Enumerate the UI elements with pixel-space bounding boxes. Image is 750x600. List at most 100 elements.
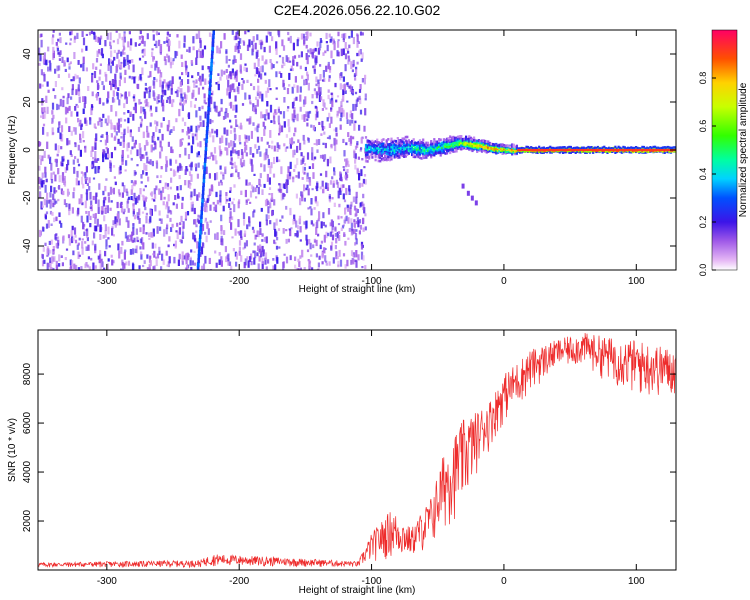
noise-speck: [48, 60, 51, 63]
signal-cell: [399, 144, 403, 147]
noise-speck: [82, 108, 85, 114]
noise-speck: [74, 35, 77, 40]
noise-speck: [180, 166, 183, 171]
noise-speck: [257, 245, 260, 251]
signal-cell: [669, 146, 673, 150]
noise-speck: [115, 30, 118, 33]
signal-cell: [377, 147, 380, 150]
noise-speck: [325, 65, 328, 72]
signal-cell: [376, 148, 379, 152]
noise-speck: [289, 255, 292, 261]
noise-speck: [241, 84, 244, 90]
signal-cell: [395, 141, 398, 145]
noise-speck: [144, 185, 147, 188]
noise-speck: [97, 36, 100, 43]
signal-cell: [371, 142, 374, 145]
noise-speck: [328, 33, 331, 38]
noise-speck: [252, 122, 255, 126]
noise-speck: [155, 160, 158, 164]
x-tick-label-4: 100: [628, 576, 645, 587]
signal-cell: [382, 145, 385, 148]
noise-speck: [58, 32, 61, 36]
signal-cell: [453, 150, 457, 153]
signal-cell: [515, 144, 518, 148]
noise-speck: [62, 190, 65, 196]
signal-cell: [517, 147, 520, 150]
signal-cell: [434, 151, 437, 154]
noise-speck: [208, 173, 211, 179]
noise-speck: [144, 100, 147, 104]
noise-speck: [289, 207, 292, 216]
noise-speck: [114, 216, 117, 224]
signal-cell: [498, 146, 501, 149]
noise-speck: [362, 227, 365, 232]
noise-streak: [204, 153, 207, 159]
noise-speck: [141, 36, 144, 44]
signal-cell: [404, 144, 407, 148]
noise-speck: [69, 61, 72, 65]
noise-speck: [258, 40, 261, 45]
noise-speck: [359, 109, 363, 115]
noise-speck: [110, 50, 113, 58]
noise-speck: [84, 229, 87, 232]
noise-speck: [209, 131, 212, 138]
noise-streak: [206, 125, 209, 131]
noise-streak: [209, 73, 212, 79]
noise-speck: [197, 162, 200, 168]
signal-cell: [631, 146, 634, 150]
noise-speck: [226, 129, 229, 136]
noise-speck: [164, 204, 168, 210]
noise-speck: [109, 32, 112, 41]
noise-speck: [350, 201, 353, 207]
signal-cell: [396, 146, 399, 149]
noise-speck: [311, 163, 315, 169]
noise-speck: [165, 250, 168, 256]
noise-speck: [254, 105, 257, 112]
signal-cell: [407, 139, 410, 142]
noise-speck: [40, 201, 43, 210]
noise-speck: [158, 210, 161, 216]
noise-speck: [50, 200, 53, 206]
noise-speck: [40, 39, 43, 48]
signal-cell: [492, 143, 495, 146]
signal-cell: [541, 146, 544, 150]
noise-streak: [201, 197, 204, 203]
noise-speck: [74, 106, 77, 111]
noise-speck: [114, 83, 117, 90]
noise-speck: [208, 66, 211, 73]
noise-speck: [275, 87, 278, 90]
noise-speck: [228, 197, 231, 202]
noise-speck: [214, 130, 217, 134]
noise-speck: [255, 67, 258, 74]
signal-cell: [498, 143, 501, 147]
noise-speck: [243, 242, 247, 249]
signal-cell: [369, 145, 372, 148]
noise-speck: [118, 193, 121, 197]
noise-speck: [75, 178, 78, 186]
noise-speck: [346, 259, 349, 267]
noise-streak: [197, 253, 201, 259]
noise-speck: [67, 159, 70, 166]
signal-cell: [636, 146, 639, 150]
noise-speck: [327, 208, 331, 215]
noise-speck: [286, 174, 289, 180]
noise-speck: [342, 95, 345, 102]
noise-speck: [331, 92, 334, 98]
noise-speck: [325, 231, 328, 239]
noise-speck: [51, 212, 54, 216]
noise-speck: [214, 105, 217, 112]
noise-speck: [240, 190, 243, 195]
noise-streak: [208, 97, 211, 103]
noise-speck: [184, 218, 187, 221]
signal-cell: [431, 146, 434, 150]
signal-cell: [382, 157, 385, 160]
noise-speck: [144, 82, 147, 86]
noise-speck: [358, 182, 361, 188]
signal-cell: [441, 144, 444, 148]
noise-speck: [286, 109, 289, 112]
noise-speck: [271, 140, 274, 144]
noise-speck: [143, 163, 146, 171]
signal-cell: [438, 145, 441, 148]
noise-speck: [353, 219, 356, 223]
